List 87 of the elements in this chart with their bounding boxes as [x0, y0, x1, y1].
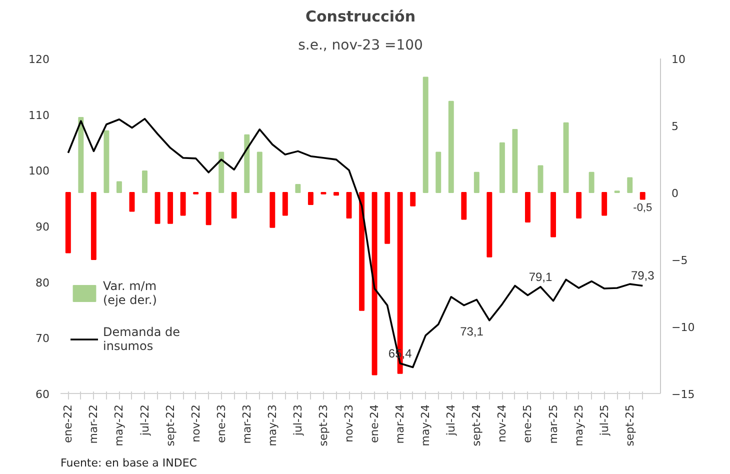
bar [231, 192, 237, 218]
legend-label: Demanda de insumos [103, 325, 180, 353]
bar [180, 192, 186, 216]
x-tick-label: ene-24 [368, 404, 382, 443]
bar [627, 177, 633, 193]
y-tick-label: 120 [28, 53, 50, 66]
x-tick-label: mar-25 [546, 404, 560, 444]
x-tick-label: may-25 [572, 404, 586, 446]
bar [154, 192, 160, 224]
bar [474, 172, 480, 193]
x-tick-label: sept-22 [164, 404, 177, 446]
legend-label: Var. m/m (eje der.) [103, 279, 157, 307]
bar [256, 152, 262, 193]
x-tick-label: nov-23 [342, 404, 356, 442]
bar [422, 76, 428, 193]
x-tick-label: ene-23 [214, 404, 228, 443]
x-tick-label: sept-25 [623, 404, 636, 446]
y-tick-label: 70 [36, 332, 50, 346]
bar [436, 152, 442, 193]
bar [538, 165, 544, 193]
chart-title: Construcción [305, 8, 416, 26]
x-tick-label: sept-23 [316, 404, 330, 446]
bar [270, 192, 276, 228]
bar [308, 192, 314, 206]
x-tick-label: mar-24 [394, 404, 407, 444]
y2-tick-label: 5 [672, 120, 678, 133]
bar [512, 129, 518, 193]
x-tick-label: ene-22 [62, 404, 75, 443]
bar [410, 192, 416, 206]
y-tick-label: 90 [36, 220, 50, 234]
bar [104, 130, 110, 193]
y-tick-label: 60 [36, 388, 50, 401]
chart-subtitle: s.e., nov-23 =100 [298, 38, 423, 54]
bar [448, 100, 454, 193]
bar [384, 192, 390, 244]
bar [142, 170, 148, 193]
y2-tick-label: −15 [672, 388, 695, 401]
bar [65, 192, 71, 254]
bar [295, 184, 301, 193]
bar [588, 172, 594, 193]
bar [282, 192, 288, 216]
data-label: 73,1 [460, 324, 484, 338]
y-tick-label: 80 [36, 276, 50, 290]
bar [563, 122, 569, 193]
bar [372, 192, 378, 376]
bar [346, 192, 352, 218]
data-label: 79,3 [630, 268, 655, 283]
x-tick-label: may-24 [419, 404, 432, 446]
bar [602, 192, 608, 216]
x-tick-label: may-23 [266, 404, 279, 446]
bar [525, 192, 530, 222]
bar [78, 116, 84, 193]
y-tick-label: 110 [28, 108, 50, 122]
bar [461, 192, 467, 220]
x-tick-label: jul-25 [598, 404, 611, 437]
bar [90, 192, 96, 260]
x-tick-label: nov-24 [496, 404, 509, 442]
y2-tick-label: 0 [672, 187, 678, 200]
y2-tick-label: −10 [672, 321, 695, 334]
x-tick-label: ene-25 [521, 404, 534, 443]
bar [129, 192, 135, 212]
data-label: 79,1 [528, 270, 553, 284]
bar [168, 192, 174, 224]
x-tick-label: jul-22 [138, 404, 152, 437]
x-tick-label: jul-24 [444, 404, 458, 437]
y2-tick-label: −5 [672, 254, 688, 267]
bar [499, 142, 505, 193]
data-label: -0,5 [633, 202, 652, 214]
x-tick-label: nov-22 [189, 404, 202, 442]
y2-tick-label: 10 [672, 53, 686, 66]
bar [576, 192, 582, 218]
bar [218, 152, 224, 193]
bar [334, 192, 339, 196]
bar [206, 192, 212, 226]
bar [244, 134, 250, 193]
x-tick-label: may-22 [112, 404, 126, 446]
bar [550, 192, 556, 238]
x-tick-label: jul-23 [291, 404, 304, 437]
x-tick-label: sept-24 [470, 404, 484, 446]
bar [359, 192, 365, 311]
bar [486, 192, 492, 258]
x-tick-label: mar-23 [240, 404, 254, 444]
x-tick-label: mar-22 [87, 404, 100, 444]
bar [640, 192, 646, 200]
y-tick-label: 100 [28, 164, 50, 178]
bar [116, 181, 122, 193]
source-note: Fuente: en base a INDEC [60, 456, 198, 470]
